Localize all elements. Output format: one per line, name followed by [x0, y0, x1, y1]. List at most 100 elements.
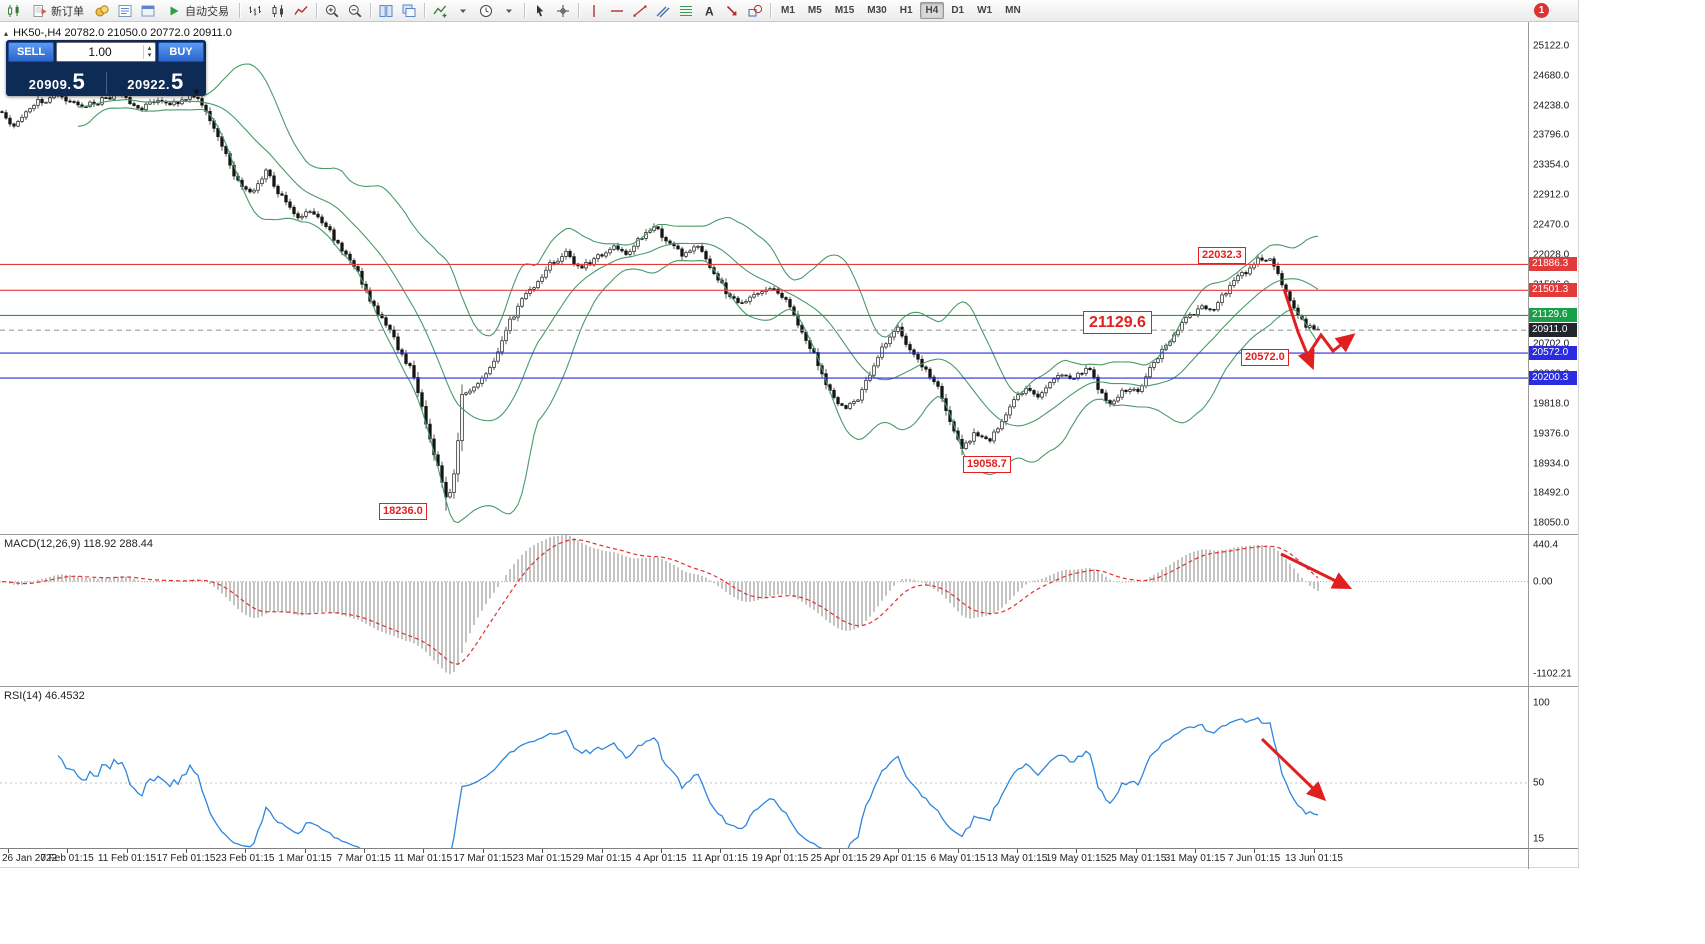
time-axis-tick	[898, 849, 899, 853]
bar-chart-mode-icon	[249, 5, 261, 15]
cursor-tool-icon	[537, 4, 544, 16]
timeframe-m5-button[interactable]: M5	[807, 5, 822, 16]
zoom-in-button[interactable]	[321, 1, 343, 21]
price-chart-canvas[interactable]	[0, 22, 1528, 534]
arrow-tool-button[interactable]	[721, 1, 743, 21]
fibonacci-tool-button[interactable]	[675, 1, 697, 21]
rsi-axis-label: 15	[1533, 833, 1545, 845]
time-axis-label: 26 Jan 2022	[2, 853, 58, 864]
toolbar-separator	[424, 3, 425, 18]
periods-button[interactable]	[475, 1, 497, 21]
time-axis-label: 7 Mar 01:15	[337, 853, 391, 864]
time-axis-tick	[1017, 849, 1018, 853]
zoom-out-icon	[348, 4, 362, 17]
templates-dropdown-button[interactable]	[498, 1, 520, 21]
crosshair-tool-icon	[557, 4, 569, 17]
channel-tool-button[interactable]	[652, 1, 674, 21]
macd-canvas[interactable]	[0, 535, 1528, 686]
buy-button[interactable]: BUY	[158, 42, 204, 62]
rsi-axis-label: 100	[1533, 697, 1550, 709]
price-axis-separator	[1528, 22, 1529, 869]
time-axis-tick	[661, 849, 662, 853]
tile-windows-button[interactable]	[375, 1, 397, 21]
price-axis-label: 22028.0	[1533, 249, 1570, 261]
rsi-canvas[interactable]	[0, 687, 1528, 848]
chart-expand-icon[interactable]: ▴	[4, 29, 9, 38]
terminal-icon	[141, 5, 155, 16]
time-axis-tick	[127, 849, 128, 853]
new-order-button[interactable]: 新订单	[26, 1, 90, 21]
crosshair-tool-button[interactable]	[552, 1, 574, 21]
zoom-out-button[interactable]	[344, 1, 366, 21]
candlestick-mode-button[interactable]	[267, 1, 289, 21]
sell-button[interactable]: SELL	[8, 42, 54, 62]
toolbar: 新订单 自动交易 A M1 M5 M15 M30 H1 H4 D1 W1 MN	[0, 0, 1578, 22]
time-axis[interactable]: 26 Jan 2022 7 Feb 01:15 11 Feb 01:15 17 Feb…	[0, 848, 1578, 868]
timeframe-m30-button[interactable]: M30	[867, 5, 887, 16]
market-watch-button[interactable]	[91, 1, 113, 21]
sell-price-display[interactable]: 20909. 5	[8, 69, 106, 94]
main-chart-pane[interactable]: ▴ HK50-,H4 20782.0 21050.0 20772.0 20911…	[0, 22, 1578, 534]
rsi-pane[interactable]: RSI(14) 46.4532 100 50 15	[0, 686, 1578, 848]
chart-ohlc-values: 20782.0 21050.0 20772.0 20911.0	[64, 27, 232, 39]
time-axis-label: 11 Mar 01:15	[393, 853, 453, 864]
data-window-button[interactable]	[114, 1, 136, 21]
price-axis-label: 25122.0	[1533, 40, 1570, 52]
shapes-tool-button[interactable]	[744, 1, 766, 21]
price-axis-label: 20702.0	[1533, 338, 1570, 350]
cursor-tool-button[interactable]	[529, 1, 551, 21]
notification-badge[interactable]: 1	[1534, 3, 1549, 18]
cascade-windows-button[interactable]	[398, 1, 420, 21]
vertical-line-tool-icon	[593, 4, 595, 17]
candlestick-mode-icon	[272, 4, 283, 17]
terminal-button[interactable]	[137, 1, 159, 21]
vertical-line-tool-button[interactable]	[583, 1, 605, 21]
volume-input[interactable]	[57, 45, 143, 59]
price-level-chip: 20911.0	[1529, 323, 1577, 337]
timeframe-m1-button[interactable]: M1	[781, 5, 795, 16]
price-axis-label: 22470.0	[1533, 219, 1570, 231]
macd-pane[interactable]: MACD(12,26,9) 118.92 288.44 440.4 0.00 -11…	[0, 534, 1578, 686]
buy-price-display[interactable]: 20922. 5	[105, 69, 205, 94]
time-axis-tick	[958, 849, 959, 853]
timeframe-h1-button[interactable]: H1	[899, 5, 913, 16]
sell-price-frac: 5	[72, 69, 85, 94]
candles	[0, 89, 1320, 511]
time-axis-tick	[67, 849, 68, 853]
trendline-tool-button[interactable]	[629, 1, 651, 21]
time-axis-tick	[364, 849, 365, 853]
time-axis-tick	[542, 849, 543, 853]
time-axis-label: 25 May 01:15	[1105, 853, 1167, 864]
auto-trading-label: 自动交易	[185, 5, 229, 18]
horizontal-line-tool-button[interactable]	[606, 1, 628, 21]
time-axis-label: 13 May 01:15	[986, 853, 1048, 864]
timeframe-mn-button[interactable]: MN	[1005, 5, 1021, 16]
chart-symbol-timeframe: HK50-,H4	[13, 27, 62, 39]
indicators-button[interactable]	[429, 1, 451, 21]
time-axis-tick	[423, 849, 424, 853]
text-tool-button[interactable]: A	[698, 1, 720, 21]
time-axis-label: 11 Feb 01:15	[97, 853, 157, 864]
timeframe-m15-button[interactable]: M15	[834, 5, 855, 16]
line-chart-mode-button[interactable]	[290, 1, 312, 21]
time-axis-tick	[602, 849, 603, 853]
bar-chart-mode-button[interactable]	[244, 1, 266, 21]
timeframe-h4-button[interactable]: H4	[919, 2, 945, 19]
auto-trading-button[interactable]: 自动交易	[160, 1, 235, 21]
volume-field: ▴ ▾	[56, 42, 156, 62]
time-axis-label: 7 Jun 01:15	[1227, 853, 1281, 864]
buy-price-frac: 5	[171, 69, 184, 94]
time-axis-tick	[720, 849, 721, 853]
timeframe-d1-button[interactable]: D1	[951, 5, 965, 16]
trendline-tool-icon	[633, 5, 647, 17]
volume-down-icon[interactable]: ▾	[147, 52, 152, 59]
timeframe-w1-button[interactable]: W1	[977, 5, 993, 16]
volume-up-icon[interactable]: ▴	[147, 45, 152, 52]
zoom-in-icon	[325, 4, 339, 17]
time-axis-label: 25 Apr 01:15	[810, 853, 868, 864]
new-chart-button[interactable]	[3, 1, 25, 21]
time-axis-tick	[1136, 849, 1137, 853]
new-order-icon	[33, 4, 47, 17]
indicators-dropdown-button[interactable]	[452, 1, 474, 21]
price-axis-label: 24680.0	[1533, 70, 1570, 82]
